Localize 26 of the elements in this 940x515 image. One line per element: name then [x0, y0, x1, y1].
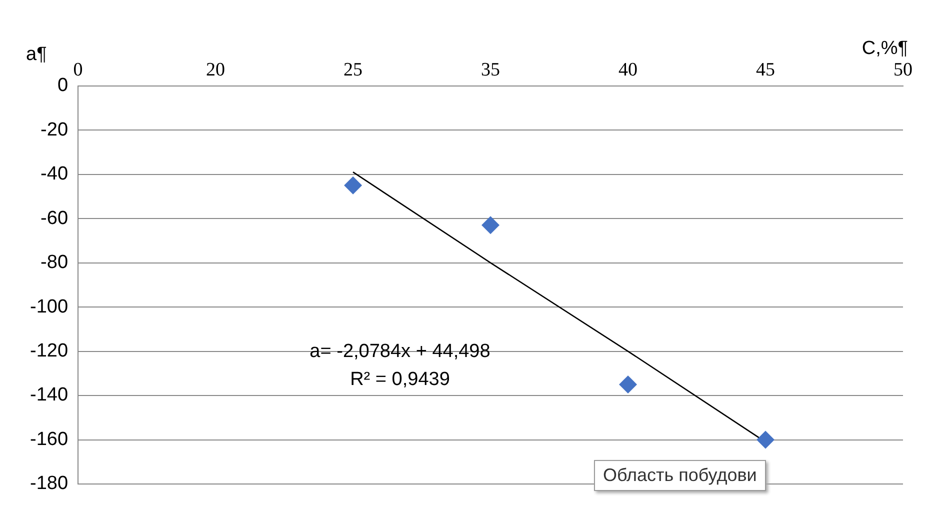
x-tick-label: 35	[481, 59, 500, 80]
y-tick-label: -160	[30, 428, 68, 450]
x-tick-label: 50	[894, 59, 912, 80]
x-tick-label: 0	[73, 59, 83, 80]
x-tick-label: 25	[344, 59, 363, 80]
annotation: Область побудови	[594, 460, 766, 491]
annotation: a= -2,0784x + 44,498	[308, 340, 492, 364]
annotation: R² = 0,9439	[349, 368, 451, 392]
x-tick-label: 20	[206, 59, 226, 80]
y-tick-label: -80	[40, 252, 68, 274]
y-tick-label: -120	[30, 340, 68, 362]
y-tick-label: 0	[57, 75, 68, 96]
y-tick-label: -100	[30, 296, 68, 318]
y-tick-label: -60	[40, 208, 68, 229]
point	[344, 176, 362, 194]
point	[756, 430, 775, 449]
x-axis-title: C,%¶	[862, 38, 908, 60]
x-tick-label: 40	[618, 59, 638, 80]
point	[482, 216, 500, 234]
y-tick-label: -40	[40, 164, 68, 185]
y-axis-title: a¶	[26, 44, 47, 66]
y-tick-label: -180	[30, 473, 68, 494]
y-tick-label: -140	[30, 384, 68, 406]
y-tick-label: -20	[40, 119, 68, 140]
point	[619, 375, 638, 394]
x-tick-label: 45	[756, 59, 776, 80]
